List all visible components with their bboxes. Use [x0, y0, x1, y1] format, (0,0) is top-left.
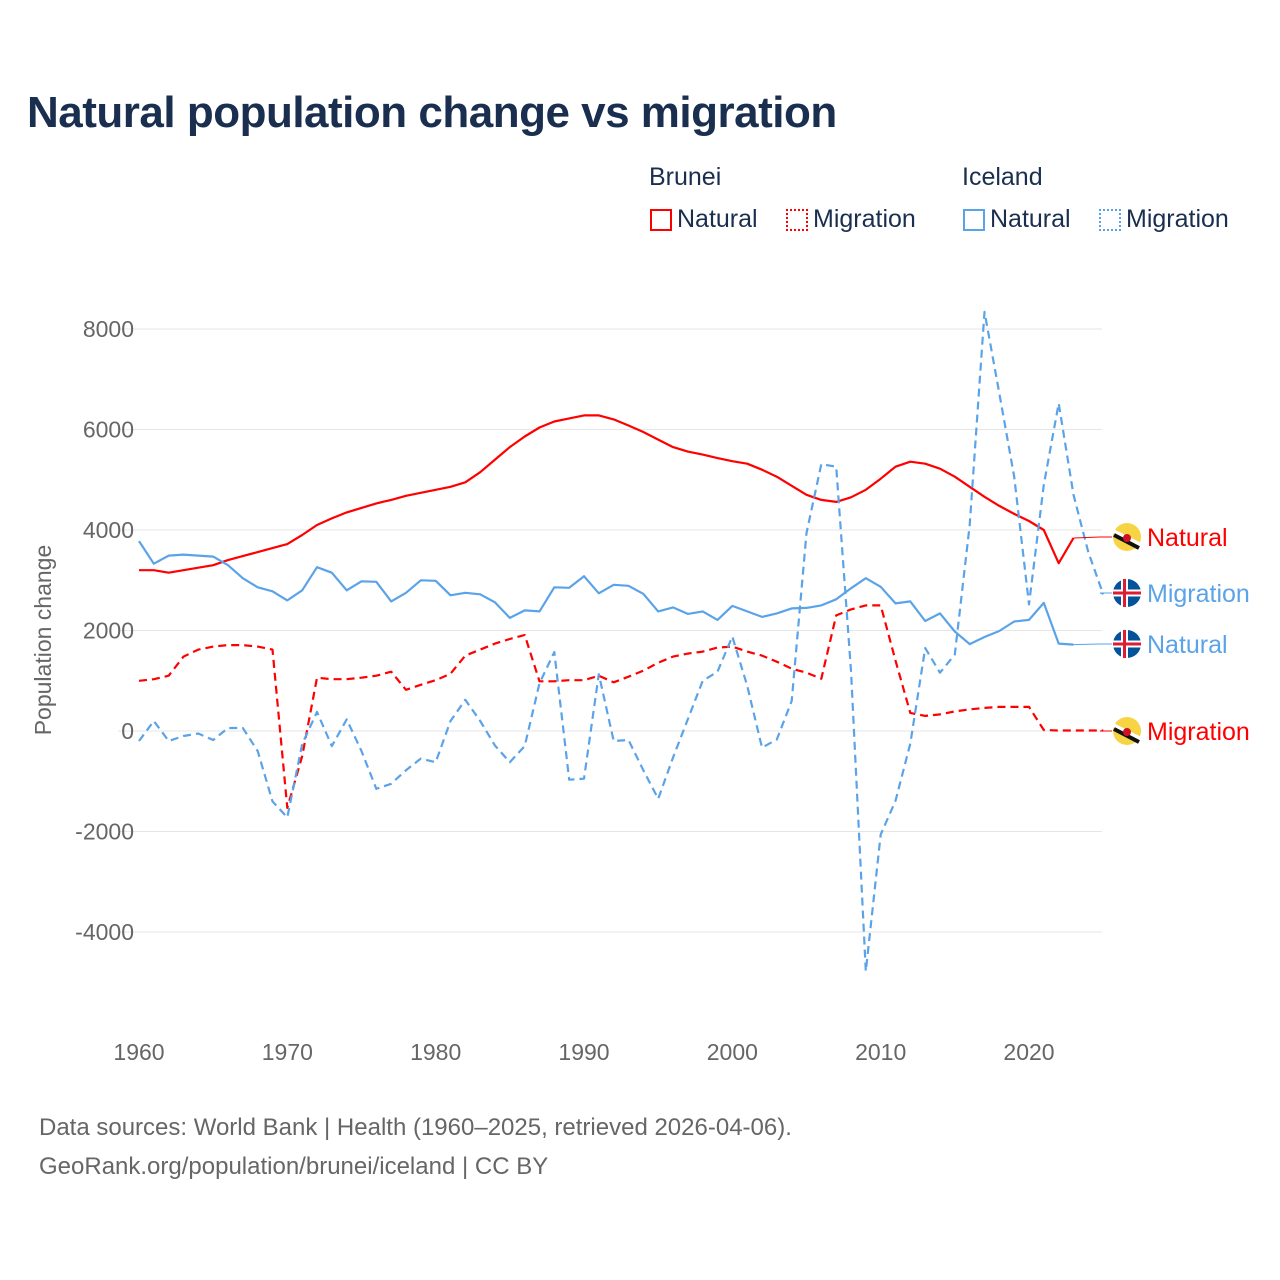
- legend-swatch-dotted-red: [786, 208, 808, 231]
- legend-group-iceland: Iceland: [962, 163, 1043, 191]
- iceland-flag-cross-red: [1113, 591, 1141, 595]
- label-connector: [1073, 536, 1112, 539]
- series-line-brunei-natural: [139, 414, 1075, 574]
- label-connector: [1073, 643, 1112, 646]
- end-label: Migration: [1147, 718, 1250, 746]
- legend-label: Natural: [677, 205, 758, 233]
- legend-swatch-dotted-blue: [1099, 208, 1121, 231]
- footer: Data sources: World Bank | Health (1960–…: [39, 1108, 792, 1186]
- series-line-iceland-natural: [138, 540, 1074, 646]
- end-label: Natural: [1147, 524, 1228, 552]
- label-connector: [1099, 730, 1112, 732]
- y-tick-label: 2000: [83, 618, 134, 644]
- y-axis-label: Population change: [30, 545, 56, 736]
- legend-item-iceland-migration[interactable]: Migration: [1099, 205, 1229, 234]
- x-tick-label: 2020: [1003, 1039, 1054, 1065]
- y-tick-label: -4000: [75, 919, 134, 945]
- legend-group-brunei: Brunei: [649, 163, 722, 191]
- footer-sources: Data sources: World Bank | Health (1960–…: [39, 1114, 792, 1141]
- legend-label: Migration: [813, 205, 916, 233]
- x-tick-label: 2010: [855, 1039, 906, 1065]
- legend-swatch-solid-red: [650, 208, 672, 231]
- legend-item-brunei-migration[interactable]: Migration: [786, 205, 916, 234]
- end-label: Natural: [1147, 631, 1228, 659]
- footer-link[interactable]: GeoRank.org/population/brunei/iceland | …: [39, 1153, 549, 1180]
- legend-item-brunei-natural[interactable]: Natural: [650, 205, 758, 234]
- x-tick-label: 1980: [410, 1039, 461, 1065]
- x-tick-label: 1960: [113, 1039, 164, 1065]
- x-tick-label: 1970: [262, 1039, 313, 1065]
- legend-item-iceland-natural[interactable]: Natural: [963, 205, 1071, 234]
- iceland-flag-cross-red: [1113, 642, 1141, 646]
- iceland-flag-cross-red: [1123, 579, 1126, 607]
- legend-label: Migration: [1126, 205, 1229, 233]
- series-line-iceland-migration: [138, 310, 1105, 973]
- y-tick-label: 0: [121, 718, 134, 744]
- end-label: Migration: [1147, 580, 1250, 608]
- y-tick-label: 4000: [83, 517, 134, 543]
- brunei-flag-emblem: [1123, 534, 1131, 542]
- chart-title: Natural population change vs migration: [27, 88, 837, 137]
- x-tick-label: 1990: [558, 1039, 609, 1065]
- y-tick-label: 6000: [83, 417, 134, 443]
- y-tick-label: 8000: [83, 316, 134, 342]
- x-tick-label: 2000: [707, 1039, 758, 1065]
- label-connector: [1099, 592, 1112, 595]
- legend-label: Natural: [990, 205, 1071, 233]
- iceland-flag-cross-red: [1123, 630, 1126, 658]
- legend-swatch-solid-blue: [963, 208, 985, 231]
- brunei-flag-emblem: [1123, 728, 1131, 736]
- y-tick-label: -2000: [75, 819, 134, 845]
